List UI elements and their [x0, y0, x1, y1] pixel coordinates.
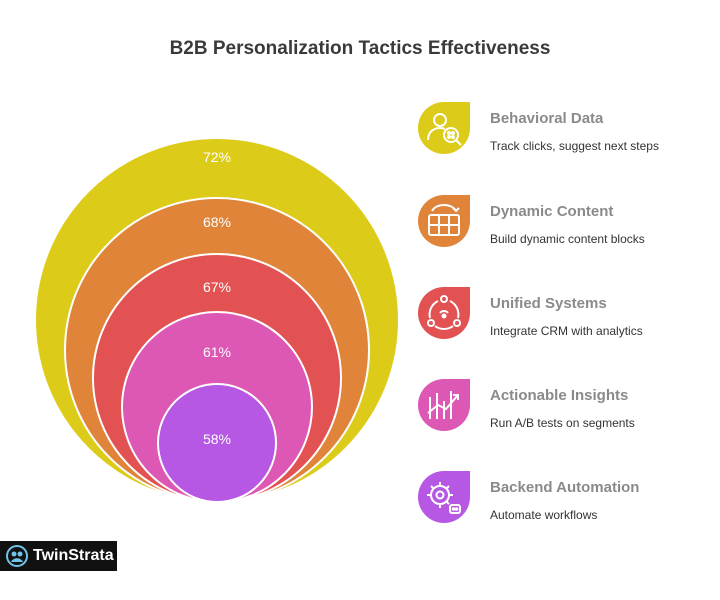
- logo-text: TwinStrata: [33, 547, 114, 564]
- content-blocks-icon: [428, 204, 460, 236]
- badge-unified-systems: [418, 287, 470, 339]
- badge-behavioral-data: [418, 102, 470, 154]
- badge-actionable-insights: [418, 379, 470, 431]
- item-title: Unified Systems: [490, 295, 607, 312]
- item-desc: Integrate CRM with analytics: [490, 324, 643, 338]
- value-label: 61%: [203, 344, 231, 360]
- item-desc: Track clicks, suggest next steps: [490, 139, 659, 153]
- value-label: 68%: [203, 214, 231, 230]
- value-label: 67%: [203, 279, 231, 295]
- logo-mark-icon: [6, 545, 28, 567]
- item-title: Dynamic Content: [490, 203, 614, 220]
- item-dynamic-content: Dynamic Content Build dynamic content bl…: [416, 193, 716, 257]
- badge-dynamic-content: [418, 195, 470, 247]
- network-icon: [427, 295, 461, 330]
- badge-backend-automation: [418, 471, 470, 523]
- chart-trend-icon: [427, 391, 459, 419]
- user-search-icon: [427, 113, 462, 146]
- circle-58: [157, 383, 277, 503]
- item-behavioral-data: Behavioral Data Track clicks, suggest ne…: [416, 100, 716, 164]
- item-title: Actionable Insights: [490, 387, 629, 404]
- twinstrata-logo: TwinStrata: [0, 541, 117, 571]
- value-label: 72%: [203, 149, 231, 165]
- value-label: 58%: [203, 431, 231, 447]
- item-desc: Run A/B tests on segments: [490, 416, 635, 430]
- gear-bot-icon: [427, 482, 461, 514]
- item-actionable-insights: Actionable Insights Run A/B tests on seg…: [416, 377, 716, 441]
- page-title: B2B Personalization Tactics Effectivenes…: [169, 38, 551, 59]
- item-backend-automation: Backend Automation Automate workflows: [416, 469, 716, 533]
- item-title: Backend Automation: [490, 479, 640, 496]
- item-title: Behavioral Data: [490, 110, 604, 127]
- item-desc: Automate workflows: [490, 508, 598, 522]
- item-desc: Build dynamic content blocks: [490, 232, 645, 246]
- item-unified-systems: Unified Systems Integrate CRM with analy…: [416, 285, 716, 349]
